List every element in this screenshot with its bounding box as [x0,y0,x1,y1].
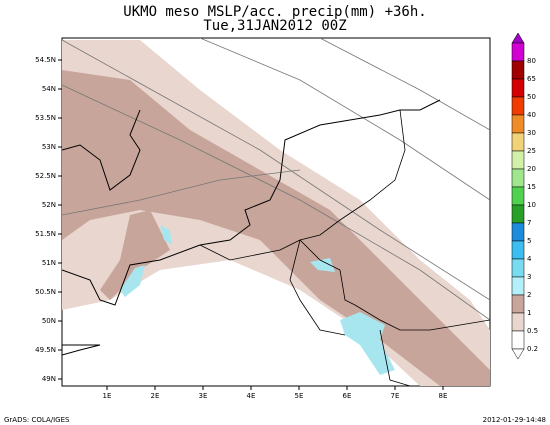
lat-labels: 54.5N 54N 53.5N 53N 52.5N 52N 51.5N 51N 50.5N 50N… [35,56,62,383]
subtitle: Tue,31JAN2012 00Z [203,18,346,34]
lon-label: 1E [103,392,112,400]
lat-label: 49.5N [35,346,56,354]
colorbar-box [511,78,525,98]
colorbar-label: 40 [527,111,536,119]
colorbar-box [511,150,525,170]
colorbar-label: 1 [527,309,531,317]
colorbar-arrow [511,348,525,360]
colorbar-label: 7 [527,219,531,227]
colorbar-box [511,258,525,278]
isobar [62,169,301,216]
lon-label: 5E [295,392,304,400]
lon-label: 8E [439,392,448,400]
colorbar-box [511,60,525,80]
precip-high [310,258,335,272]
colorbar-box [511,132,525,152]
lat-label: 54N [42,85,56,93]
colorbar-label: 10 [527,201,536,209]
colorbar-label: 3 [527,273,531,281]
isobar [62,84,490,321]
colorbar-box [511,276,525,296]
precip-high [120,265,145,297]
coastline [62,99,441,306]
border [289,239,346,336]
map: 54.5N 54N 53.5N 53N 52.5N 52N 51.5N 51N 50.5N 50N… [35,37,491,400]
lon-label: 7E [391,392,400,400]
lat-label: 52N [42,201,56,209]
precip-medium [62,70,490,386]
colorbar-label: 80 [527,57,536,65]
colorbar-arrow [511,32,525,44]
coastline [62,344,101,356]
colorbar-box [511,96,525,116]
colorbar-box [511,42,525,62]
lon-label: 6E [343,392,352,400]
precip-medium [100,210,170,300]
colorbar-label: 65 [527,75,536,83]
colorbar-box [511,222,525,242]
colorbar-box [511,330,525,350]
colorbar-label: 4 [527,255,532,263]
colorbar-label: 2 [527,291,531,299]
precip-high [160,225,172,245]
colorbar-label: 5 [527,237,531,245]
credit: GrADS: COLA/IGES [4,416,70,424]
lat-label: 49N [42,375,56,383]
border [199,239,490,331]
lon-labels: 1E 2E 3E 4E 5E 6E 7E 8E [103,386,448,400]
colorbar-label: 15 [527,183,536,191]
colorbar-box [511,240,525,260]
lat-label: 50.5N [35,288,56,296]
precip-high [340,312,395,375]
timestamp: 2012-01-29-14:48 [483,416,546,424]
colorbar-label: 25 [527,147,536,155]
colorbar-label: 20 [527,165,536,173]
lon-label: 3E [199,392,208,400]
isobar [62,39,490,301]
colorbar-label: 50 [527,93,536,101]
coastline [62,109,141,191]
colorbar-box [511,294,525,314]
colorbar-box [511,168,525,188]
lat-label: 53N [42,143,56,151]
colorbar-label: 0.5 [527,327,538,335]
lat-label: 51N [42,259,56,267]
colorbar-box [511,186,525,206]
lat-label: 54.5N [35,56,56,64]
lat-label: 51.5N [35,230,56,238]
border [299,109,406,241]
lat-label: 50N [42,317,56,325]
lon-label: 2E [151,392,160,400]
lon-label: 4E [247,392,256,400]
isobar [319,38,490,131]
colorbar-label: 30 [527,129,536,137]
border [379,329,411,386]
isobar [199,38,490,201]
lat-label: 52.5N [35,172,56,180]
colorbar-box [511,114,525,134]
title: UKMO meso MSLP/acc. precip(mm) +36h. [123,4,426,20]
lat-label: 53.5N [35,114,56,122]
colorbar-label: 0.2 [527,345,538,353]
colorbar: 80 65 50 40 30 25 20 15 10 7 5 4 3 2 1 0.5 0.2 [511,32,538,360]
colorbar-box [511,312,525,332]
colorbar-box [511,204,525,224]
